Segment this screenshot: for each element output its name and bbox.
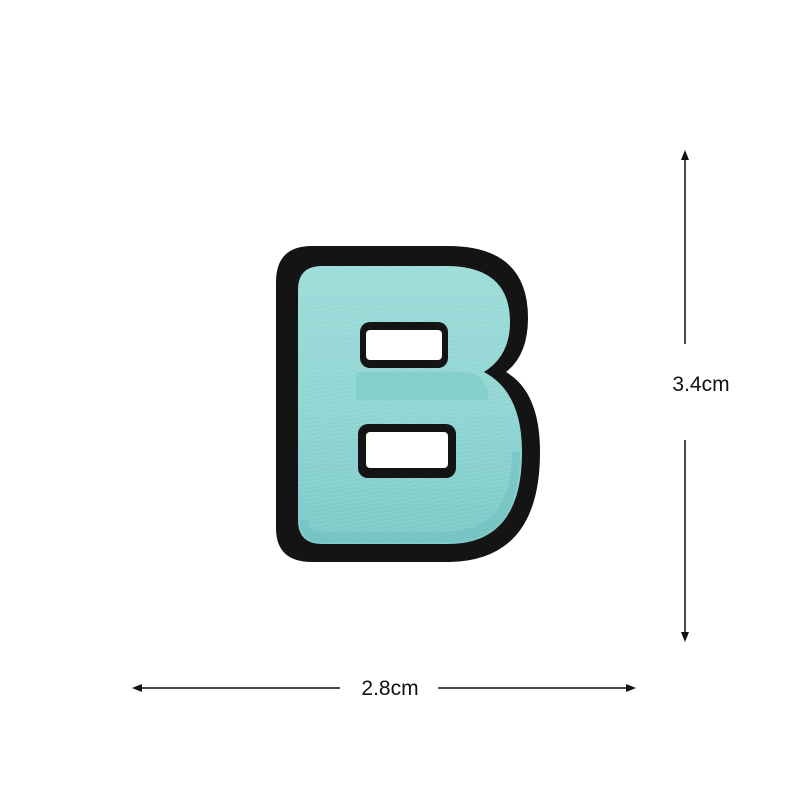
- arrow-down-icon: [681, 632, 689, 642]
- arrow-right-icon: [626, 684, 636, 692]
- arrow-left-icon: [132, 684, 142, 692]
- arrow-up-icon: [681, 150, 689, 160]
- height-label: 3.4cm: [662, 373, 740, 397]
- width-label: 2.8cm: [350, 677, 430, 701]
